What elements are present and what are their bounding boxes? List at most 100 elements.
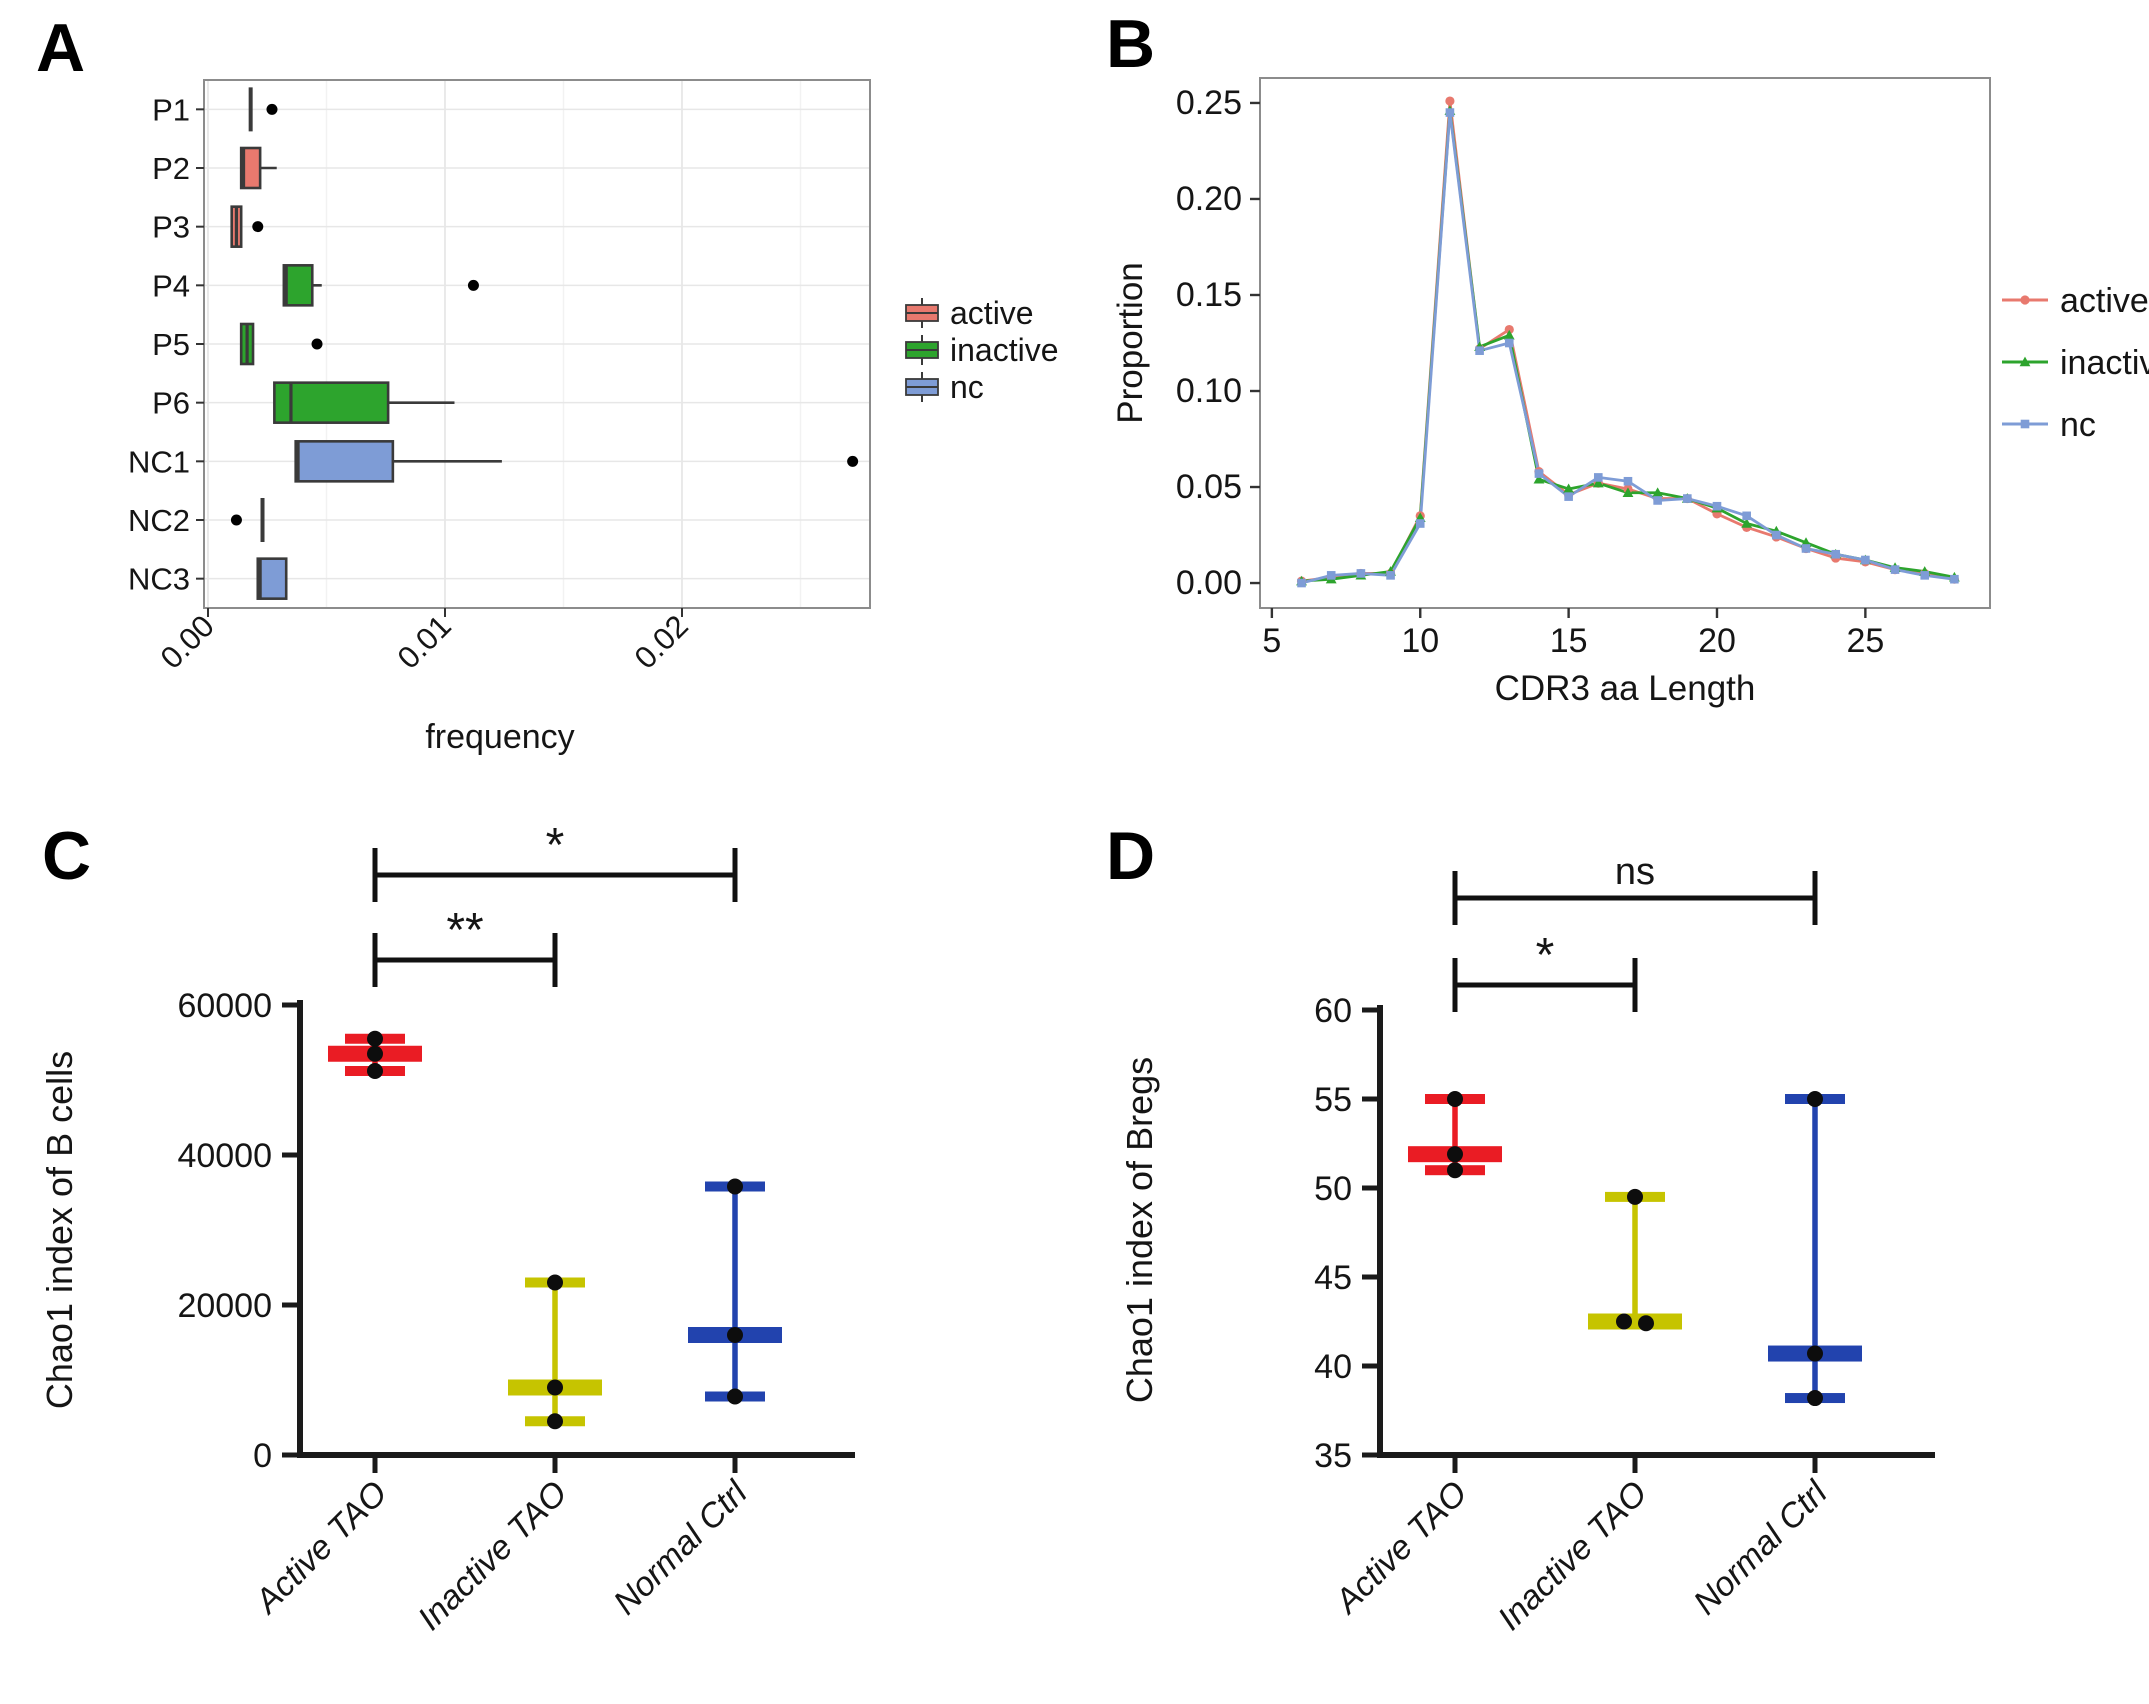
data-point bbox=[1616, 1313, 1632, 1330]
boxplot-row-NC1 bbox=[294, 440, 859, 483]
square-marker bbox=[1297, 578, 1306, 588]
panel-d-letter: D bbox=[1106, 818, 1156, 894]
y-tick-label: 0.05 bbox=[1176, 468, 1242, 506]
y-axis-title: Proportion bbox=[1111, 262, 1150, 423]
x-tick-label: 15 bbox=[1550, 622, 1588, 660]
outlier-point bbox=[311, 338, 323, 350]
category-label: Normal Ctrl bbox=[606, 1473, 755, 1622]
triangle-marker bbox=[1622, 487, 1634, 497]
series-active-markers bbox=[1296, 96, 1959, 586]
x-tick-label: 0.01 bbox=[391, 608, 458, 675]
sig-bracket-ns: ns bbox=[1452, 851, 1818, 925]
circle-marker bbox=[2020, 295, 2030, 305]
legend-item-inactive: inactive bbox=[905, 332, 1059, 368]
series-inactive-markers bbox=[1296, 105, 1960, 586]
y-tick-label: 20000 bbox=[177, 1287, 272, 1325]
y-tick-label: 0.00 bbox=[1176, 564, 1242, 602]
panel-b-letter: B bbox=[1106, 6, 1156, 82]
square-marker bbox=[1564, 492, 1573, 501]
triangle-marker bbox=[1563, 483, 1575, 494]
square-marker bbox=[1386, 571, 1395, 580]
square-marker bbox=[1861, 555, 1870, 565]
y-tick-label: 0.25 bbox=[1176, 84, 1242, 122]
boxplot-row-NC2 bbox=[230, 498, 265, 542]
square-marker bbox=[1742, 511, 1751, 521]
y-axis-title: Chao1 index of B cells bbox=[39, 1051, 80, 1409]
triangle-marker bbox=[1503, 329, 1515, 340]
y-tick-label: 0.20 bbox=[1176, 180, 1242, 218]
series-active-line bbox=[1301, 99, 1955, 583]
median-bar bbox=[1588, 1313, 1682, 1330]
category-label-NC2: NC2 bbox=[128, 503, 190, 538]
square-marker bbox=[1920, 571, 1930, 580]
group-inactive-tao bbox=[508, 1274, 602, 1430]
sig-bracket-*: * bbox=[372, 819, 738, 902]
y-tick-label: 45 bbox=[1314, 1259, 1352, 1297]
data-point bbox=[367, 1063, 383, 1079]
y-tick-label: 0 bbox=[253, 1437, 272, 1475]
category-label-P2: P2 bbox=[152, 151, 190, 186]
category-label-NC3: NC3 bbox=[128, 562, 190, 597]
category-label-P6: P6 bbox=[152, 386, 190, 421]
data-point bbox=[547, 1274, 563, 1291]
y-tick-label: 0.10 bbox=[1176, 372, 1242, 410]
boxplot-row-P4 bbox=[282, 264, 479, 307]
square-marker bbox=[1415, 519, 1425, 528]
y-tick-label: 0.15 bbox=[1176, 276, 1242, 314]
square-marker bbox=[1712, 501, 1722, 511]
box-body bbox=[282, 264, 314, 307]
series-inactive-line bbox=[1301, 109, 1955, 583]
series-nc-line bbox=[1301, 111, 1955, 585]
data-point bbox=[1447, 1162, 1463, 1179]
category-label-P1: P1 bbox=[152, 92, 190, 127]
legend-item-nc: nc bbox=[2002, 406, 2096, 444]
square-marker bbox=[1593, 473, 1603, 482]
boxplot-row-P3 bbox=[230, 205, 264, 248]
legend-label: nc bbox=[2060, 406, 2096, 444]
square-marker bbox=[2020, 419, 2030, 429]
x-axis-title: CDR3 aa Length bbox=[1495, 669, 1756, 708]
boxplot-row-P5 bbox=[239, 322, 323, 366]
sig-label: * bbox=[546, 819, 565, 872]
triangle-marker bbox=[1592, 477, 1604, 488]
box-body bbox=[239, 146, 262, 190]
square-marker bbox=[1326, 571, 1336, 580]
category-label-P4: P4 bbox=[152, 268, 190, 303]
sig-bracket-*: * bbox=[1452, 929, 1638, 1012]
data-point bbox=[1807, 1091, 1823, 1107]
square-marker bbox=[1772, 530, 1781, 540]
group-active-tao bbox=[1408, 1091, 1502, 1179]
panel-b-border bbox=[1259, 77, 1991, 609]
legend-item-active: active bbox=[2002, 282, 2149, 320]
category-label: Active TAO bbox=[247, 1474, 395, 1622]
y-tick-label: 60 bbox=[1314, 992, 1352, 1030]
x-axis-title: frequency bbox=[425, 718, 574, 756]
data-point bbox=[367, 1045, 383, 1062]
panel-a-boxplot-chart: P1 P2 P3 P4 P5 P6 NC1 NC2 NC3 0.00 0.01 0.02 frequen… bbox=[128, 79, 1059, 756]
x-tick-label: 5 bbox=[1262, 622, 1281, 660]
box-body bbox=[294, 440, 395, 483]
square-marker bbox=[1534, 469, 1544, 478]
square-marker bbox=[1504, 338, 1514, 348]
boxplot-row-P1 bbox=[248, 87, 278, 132]
data-point bbox=[727, 1327, 743, 1343]
y-tick-label: 55 bbox=[1314, 1081, 1352, 1119]
triangle-marker bbox=[1741, 518, 1753, 528]
sig-bracket-**: ** bbox=[372, 904, 558, 987]
category-label: Normal Ctrl bbox=[1686, 1473, 1835, 1622]
legend-label: inactive bbox=[2060, 344, 2149, 382]
sig-label: ns bbox=[1615, 851, 1655, 893]
square-marker bbox=[1356, 569, 1366, 578]
legend-label: active bbox=[950, 295, 1034, 331]
group-normal-ctrl bbox=[1768, 1091, 1862, 1407]
panel-c-letter: C bbox=[42, 818, 92, 894]
x-tick-label: 0.00 bbox=[154, 608, 221, 675]
legend-label: nc bbox=[950, 369, 984, 405]
square-marker bbox=[1831, 549, 1840, 559]
data-point bbox=[547, 1413, 563, 1430]
square-marker bbox=[1653, 496, 1662, 505]
boxplot-row-P2 bbox=[239, 146, 277, 190]
square-marker bbox=[1801, 544, 1811, 553]
panel-a-letter: A bbox=[36, 10, 86, 86]
